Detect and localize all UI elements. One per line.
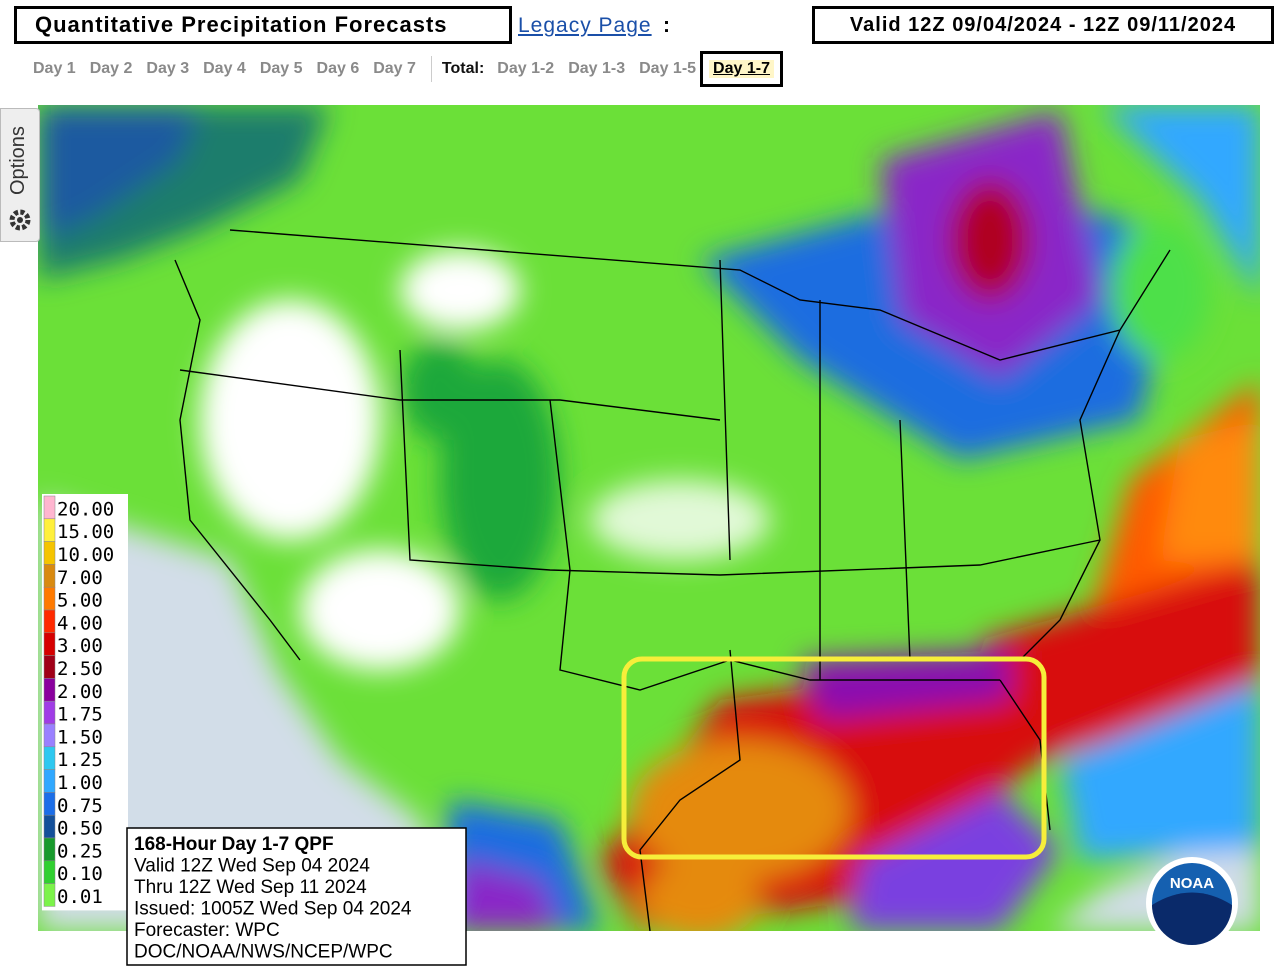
day-tab[interactable]: Day 4: [203, 60, 246, 77]
highlight-box: [621, 656, 1047, 860]
legend-label: 0.50: [57, 818, 103, 840]
info-line: 168-Hour Day 1-7 QPF: [134, 834, 334, 855]
legend-label: 3.00: [57, 635, 103, 657]
info-line: Issued: 1005Z Wed Sep 04 2024: [134, 899, 412, 920]
land-base: [38, 105, 1260, 931]
legacy-link[interactable]: Legacy Page: [518, 14, 652, 37]
legend-swatch: [43, 792, 56, 816]
day-tab[interactable]: Day 1: [33, 60, 76, 77]
legend-swatch: [43, 564, 56, 588]
total-tab[interactable]: Day 1-5: [639, 60, 697, 77]
legend-swatch: [43, 746, 56, 770]
legend-label: 1.00: [57, 772, 103, 794]
legend-label: 0.25: [57, 840, 103, 862]
day-tabs: Day 1 Day 2 Day 3 Day 4 Day 5 Day 6 Day 7: [26, 60, 423, 78]
legend-swatch: [43, 609, 56, 634]
legend-label: 7.00: [57, 567, 103, 589]
day-tab[interactable]: Day 3: [146, 60, 190, 77]
legend-label: 1.50: [57, 726, 103, 748]
ocean: [38, 105, 1260, 931]
total-label: Total:: [441, 60, 485, 77]
boundaries: [174, 229, 1171, 931]
legend-swatch: [43, 769, 56, 793]
precip-map: [38, 105, 1260, 931]
legend-swatch: [43, 860, 56, 884]
legend-swatch: [43, 678, 56, 702]
separator: :: [663, 14, 670, 37]
valid-period: Valid 12Z 09/04/2024 - 12Z 09/11/2024: [812, 6, 1274, 44]
legend: 20.0015.0010.007.005.004.003.002.502.001…: [42, 494, 128, 911]
info-line: Forecaster: WPC: [134, 920, 280, 941]
legend-swatch: [43, 495, 56, 520]
info-box: [126, 827, 467, 966]
total-tab[interactable]: Day 1-3: [568, 60, 626, 77]
legend-label: 20.00: [57, 498, 114, 520]
total-tab[interactable]: Day 1-2: [497, 60, 555, 77]
legend-swatch: [43, 723, 56, 748]
legend-label: 0.10: [57, 863, 103, 885]
day-tab[interactable]: Day 6: [316, 60, 360, 77]
legend-label: 2.50: [57, 658, 103, 680]
legend-label: 0.01: [57, 886, 103, 908]
legend-label: 5.00: [57, 590, 103, 612]
precip-shading: [38, 105, 1260, 931]
legend-swatch: [43, 586, 56, 611]
legend-swatch: [43, 655, 56, 679]
divider: [430, 56, 432, 82]
legend-swatch: [43, 883, 56, 907]
legend-swatch: [43, 518, 56, 542]
legend-swatch: [43, 814, 56, 839]
legend-swatch: [43, 700, 56, 725]
info-line: Valid 12Z Wed Sep 04 2024: [134, 856, 370, 877]
legend-label: 1.75: [57, 704, 103, 726]
gear-icon: [9, 209, 31, 231]
legend-swatch: [43, 541, 56, 565]
options-tab[interactable]: Options: [0, 108, 40, 242]
day-tab[interactable]: Day 7: [373, 60, 416, 77]
legend-swatch: [43, 632, 56, 656]
day-tab[interactable]: Day 5: [259, 60, 303, 77]
total-tab[interactable]: Day 1-7: [700, 51, 783, 87]
legend-swatch: [43, 837, 56, 862]
legend-label: 4.00: [57, 612, 103, 634]
legend-label: 10.00: [57, 544, 114, 566]
info-line: DOC/NOAA/NWS/NCEP/WPC: [134, 942, 393, 963]
logo-text: NOAA: [1170, 875, 1214, 892]
noaa-logo: NOAA: [1146, 857, 1238, 949]
legend-label: 0.75: [57, 795, 103, 817]
legend-label: 1.25: [57, 749, 103, 771]
legend-background: [42, 494, 128, 911]
tab-bar: Day 1 Day 2 Day 3 Day 4 Day 5 Day 6 Day 7 Tota…: [26, 51, 783, 87]
day-tab[interactable]: Day 2: [89, 60, 133, 77]
total-tabs: Day 1-2 Day 1-3 Day 1-5 Day 1-7: [490, 51, 783, 87]
page-title: Quantitative Precipitation Forecasts: [14, 6, 512, 44]
legend-label: 15.00: [57, 521, 114, 543]
options-label: Options: [7, 126, 29, 195]
info-line: Thru 12Z Wed Sep 11 2024: [134, 877, 367, 898]
legend-label: 2.00: [57, 681, 103, 703]
